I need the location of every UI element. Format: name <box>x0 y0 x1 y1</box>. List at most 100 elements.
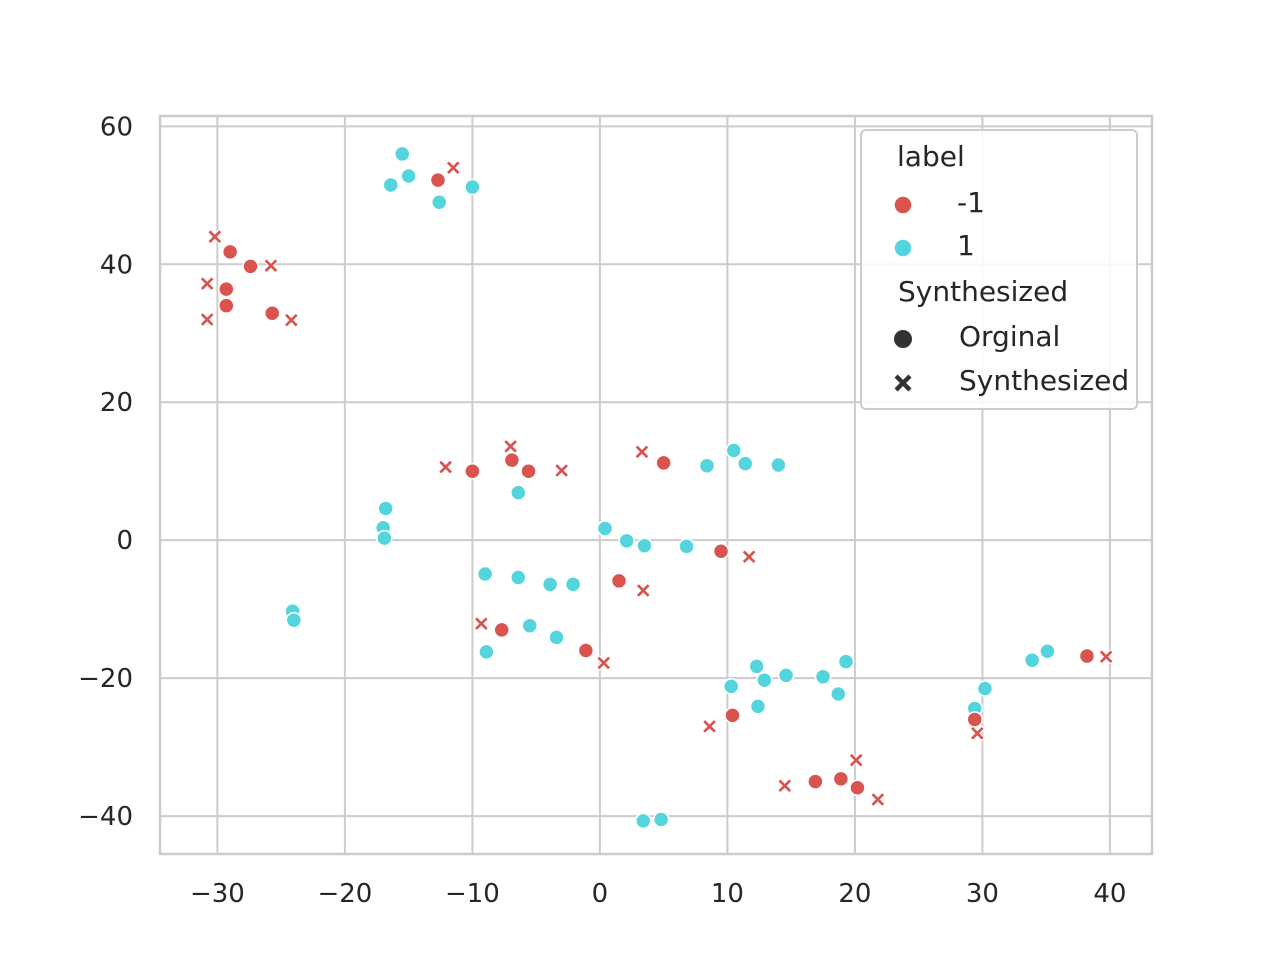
scatter-point <box>837 653 855 670</box>
scatter-point <box>655 454 672 472</box>
scatter-point <box>698 457 716 474</box>
scatter-point <box>283 312 300 328</box>
scatter-point <box>634 812 652 830</box>
scatter-point <box>476 565 494 583</box>
scatter-point <box>394 145 411 163</box>
scatter-point <box>478 643 495 661</box>
scatter-point <box>737 455 754 472</box>
legend-marker-neg1 <box>893 195 913 215</box>
x-tick-label: 40 <box>1093 879 1126 909</box>
scatter-point <box>520 462 537 480</box>
y-tick-label: −20 <box>78 664 133 694</box>
scatter-point <box>263 305 281 322</box>
scatter-point <box>748 658 765 675</box>
legend-style-title: Synthesized <box>898 275 1068 308</box>
legend-marker-orginal <box>894 330 912 348</box>
scatter-point <box>634 444 650 460</box>
scatter-point <box>756 671 773 689</box>
scatter-point <box>777 778 793 794</box>
scatter-point <box>635 582 651 599</box>
scatter-point <box>712 542 730 560</box>
legend-box <box>860 129 1138 410</box>
x-tick-label: 30 <box>966 879 999 909</box>
scatter-point <box>1098 649 1114 665</box>
scatter-point <box>770 456 787 474</box>
scatter-point <box>722 678 740 695</box>
legend-label-synthesized: Synthesized <box>959 364 1129 397</box>
scatter-point <box>832 770 850 788</box>
scatter-point <box>564 576 582 593</box>
scatter-point <box>814 668 832 685</box>
scatter-point <box>285 611 303 629</box>
x-tick-label: −20 <box>317 879 372 909</box>
scatter-point <box>652 811 670 828</box>
scatter-point <box>218 280 235 298</box>
scatter-point <box>678 538 695 555</box>
scatter-point <box>464 462 481 480</box>
y-tick-label: −40 <box>78 802 133 832</box>
scatter-point <box>849 779 866 797</box>
scatter-point <box>741 549 757 565</box>
y-tick-label: 0 <box>116 526 133 556</box>
scatter-point <box>502 438 519 455</box>
scatter-point <box>218 297 235 314</box>
scatter-point <box>701 718 718 735</box>
x-tick-label: 10 <box>711 879 744 909</box>
scatter-point <box>777 667 795 684</box>
scatter-point <box>510 569 527 586</box>
x-tick-label: 20 <box>838 879 871 909</box>
scatter-point <box>830 685 847 703</box>
x-tick-label: −30 <box>190 879 245 909</box>
scatter-point <box>429 171 447 189</box>
scatter-point <box>610 572 628 590</box>
y-tick-label: 60 <box>100 112 133 142</box>
scatter-point <box>976 680 994 697</box>
plot-frame <box>158 114 1154 856</box>
scatter-point <box>445 160 461 176</box>
scatter-point <box>1078 647 1096 665</box>
scatter-point <box>870 791 886 808</box>
scatter-point <box>473 615 490 632</box>
y-tick-label: 40 <box>100 250 133 280</box>
scatter-point <box>636 537 653 554</box>
x-tick-label: 0 <box>592 879 609 909</box>
y-tick-label: 20 <box>100 388 133 418</box>
scatter-point <box>596 520 614 537</box>
legend-label-orginal: Orginal <box>959 320 1060 353</box>
scatter-point <box>553 462 570 479</box>
scatter-point <box>464 178 481 196</box>
scatter-point <box>199 311 215 328</box>
legend-label-pos1: 1 <box>957 229 975 262</box>
scatter-point <box>377 500 394 517</box>
scatter-point <box>1023 651 1041 669</box>
scatter-point <box>503 451 521 469</box>
scatter-point <box>724 707 741 724</box>
scatter-point <box>382 176 400 194</box>
scatter-point <box>430 193 448 211</box>
legend-label-neg1: -1 <box>957 186 985 219</box>
scatter-point <box>969 725 986 742</box>
legend-marker-synthesized <box>894 374 912 392</box>
scatter-point <box>199 275 215 292</box>
scatter-point <box>493 621 510 639</box>
scatter-point <box>807 773 824 790</box>
x-tick-label: −10 <box>445 879 500 909</box>
scatter-point <box>618 532 635 550</box>
scatter-point <box>437 459 454 475</box>
scatter-point <box>400 167 417 185</box>
scatter-point <box>548 629 565 646</box>
scatter-point <box>263 257 279 274</box>
scatter-point <box>207 228 223 245</box>
scatter-point <box>749 698 767 715</box>
legend-marker-pos1 <box>893 238 913 258</box>
scatter-point <box>221 243 239 261</box>
scatter-point <box>1039 642 1056 660</box>
scatter-point <box>725 442 743 459</box>
data-points <box>199 145 1114 830</box>
scatter-point <box>966 711 984 728</box>
scatter-point <box>521 617 539 634</box>
scatter-point <box>242 258 259 275</box>
legend-hue-title: label <box>897 140 965 173</box>
scatter-point <box>376 529 393 547</box>
